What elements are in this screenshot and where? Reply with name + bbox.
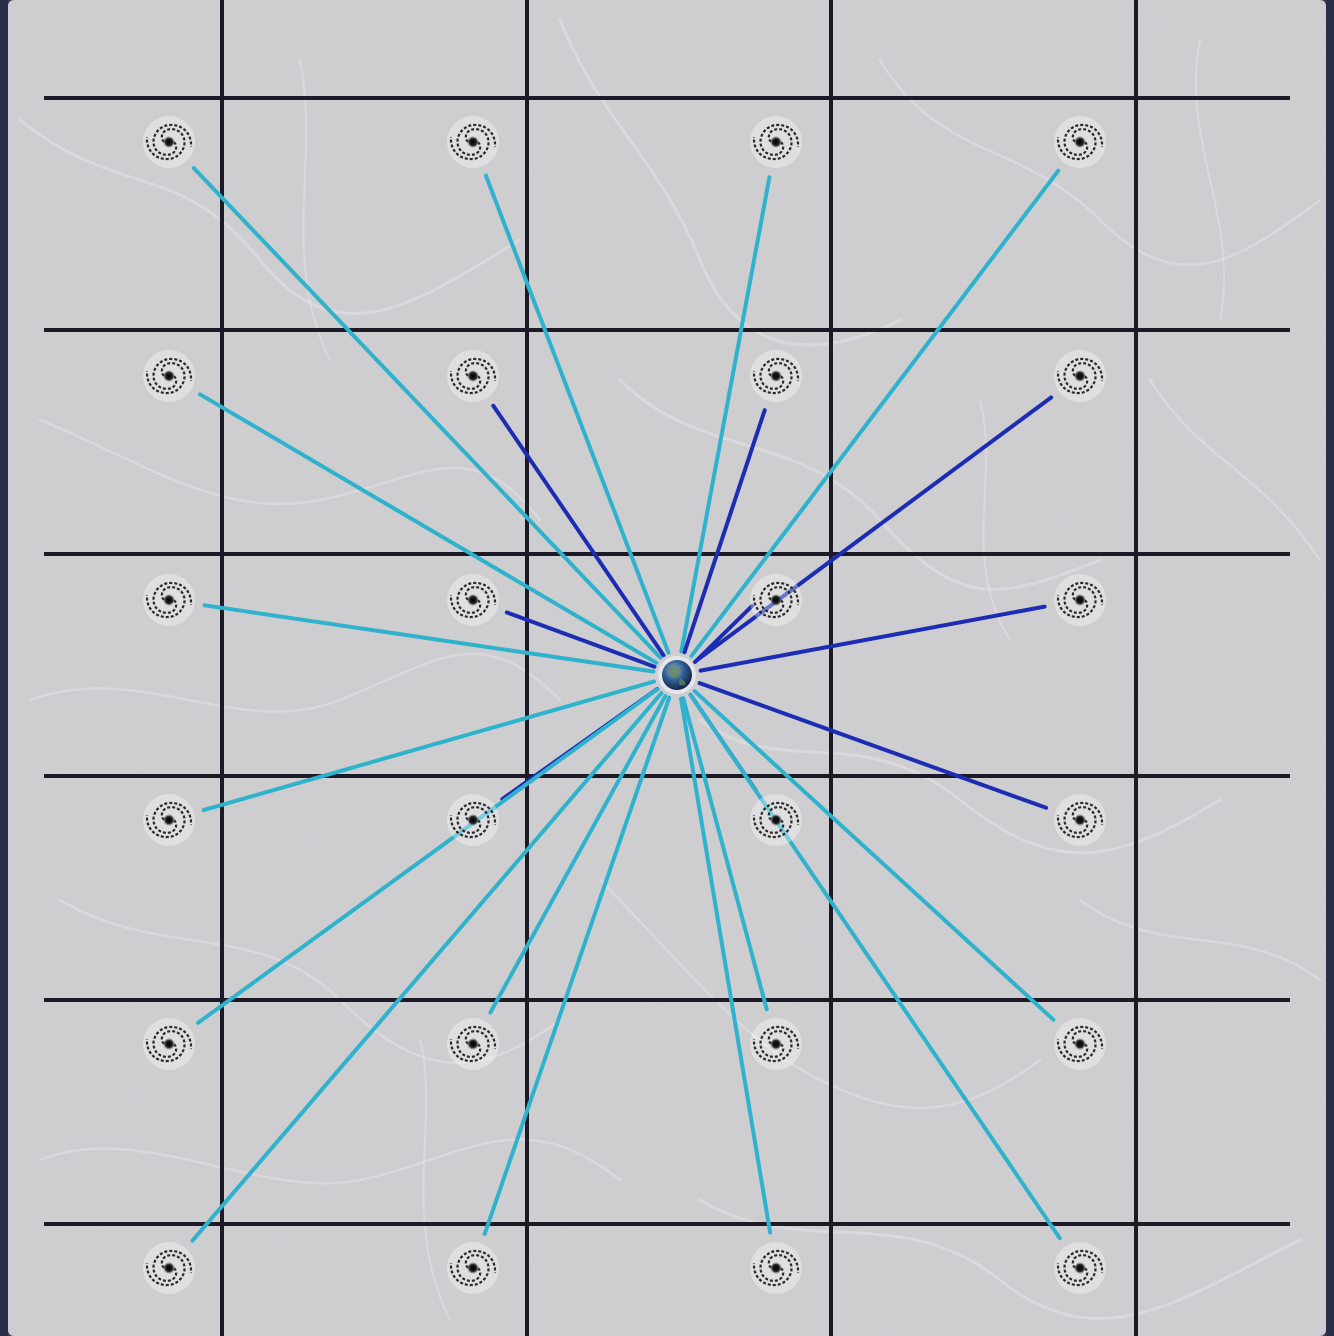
spiral-galaxy-icon xyxy=(447,794,499,846)
spiral-galaxy-icon xyxy=(750,574,802,626)
spiral-galaxy-icon xyxy=(143,116,195,168)
sight-line-far xyxy=(681,696,769,1012)
comoving-grid xyxy=(44,0,1290,1336)
spiral-galaxy-icon xyxy=(143,350,195,402)
spiral-galaxy-icon xyxy=(1054,1018,1106,1070)
sight-lines xyxy=(190,166,1062,1243)
spiral-galaxy-icon xyxy=(447,116,499,168)
spiral-galaxy-icon xyxy=(143,1242,195,1294)
sight-line-near xyxy=(491,403,666,658)
spiral-galaxy-icon xyxy=(1054,794,1106,846)
cosmic-web-filaments xyxy=(18,18,1322,1321)
spiral-galaxy-icon xyxy=(143,574,195,626)
sight-line-near xyxy=(698,604,1047,673)
sight-line-near xyxy=(504,610,657,669)
spiral-galaxy-icon xyxy=(1054,574,1106,626)
spiral-galaxy-icon xyxy=(1054,350,1106,402)
earth-icon xyxy=(658,656,696,694)
sight-line-far xyxy=(483,173,671,655)
sight-line-far xyxy=(488,694,668,1015)
sight-line-far xyxy=(692,689,1056,1022)
spiral-galaxy-icon xyxy=(1054,1242,1106,1294)
spiral-galaxy-icon xyxy=(750,1242,802,1294)
sight-line-far xyxy=(679,696,773,1235)
spiral-galaxy-icon xyxy=(750,116,802,168)
sight-line-far xyxy=(201,679,656,813)
sight-line-near xyxy=(693,604,754,664)
spiral-galaxy-icon xyxy=(750,1018,802,1070)
spiral-galaxy-icon xyxy=(447,1018,499,1070)
sight-line-far xyxy=(202,603,656,674)
spiral-galaxy-icon xyxy=(1054,116,1106,168)
spiral-galaxy-icon xyxy=(143,794,195,846)
spiral-galaxy-icon xyxy=(143,1018,195,1070)
sight-line-near xyxy=(694,395,1054,663)
sight-line-far xyxy=(482,695,672,1236)
spiral-galaxy-icon xyxy=(750,794,802,846)
sight-line-far xyxy=(196,687,660,1025)
sight-line-far xyxy=(198,392,659,665)
sight-line-near xyxy=(697,681,1049,810)
sight-line-near xyxy=(682,408,767,655)
spiral-galaxy-icon xyxy=(750,350,802,402)
spiral-galaxy-icon xyxy=(447,574,499,626)
spiral-galaxy-icon xyxy=(447,350,499,402)
galaxy-lattice xyxy=(143,116,1106,1294)
sight-line-far xyxy=(688,692,1062,1241)
sight-line-far xyxy=(190,691,664,1243)
sight-line-far xyxy=(679,175,772,654)
sight-line-far xyxy=(191,166,663,660)
spiral-galaxy-icon xyxy=(447,1242,499,1294)
sight-line-far xyxy=(689,168,1061,658)
